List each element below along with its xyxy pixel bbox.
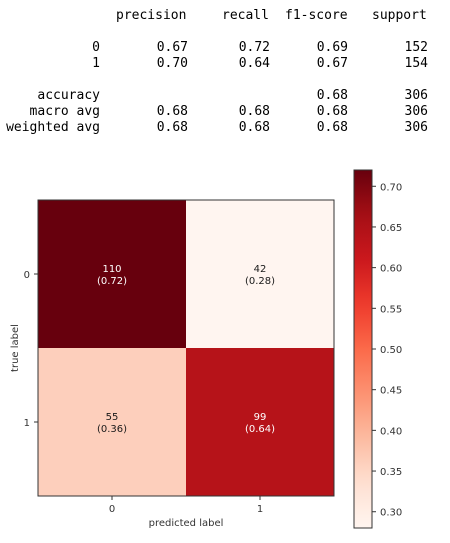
colorbar xyxy=(354,170,372,528)
colorbar-tick-label: 0.55 xyxy=(380,304,402,315)
x-tick-label: 0 xyxy=(109,504,115,515)
cell-count-label: 42 xyxy=(254,264,267,275)
x-axis-label: predicted label xyxy=(149,518,224,529)
cell-ratio-label: (0.28) xyxy=(245,276,275,287)
cell-ratio-label: (0.36) xyxy=(97,424,127,435)
colorbar-tick-label: 0.35 xyxy=(380,467,402,478)
colorbar-tick-label: 0.30 xyxy=(380,508,402,519)
cell-ratio-label: (0.72) xyxy=(97,276,127,287)
colorbar-tick-label: 0.50 xyxy=(380,345,402,356)
cell-ratio-label: (0.64) xyxy=(245,424,275,435)
x-tick-label: 1 xyxy=(257,504,263,515)
colorbar-tick-label: 0.40 xyxy=(380,426,402,437)
cell-count-label: 99 xyxy=(254,412,267,423)
y-tick-label: 0 xyxy=(24,270,30,281)
cell-count-label: 55 xyxy=(106,412,119,423)
colorbar-tick-label: 0.45 xyxy=(380,386,402,397)
colorbar-tick-label: 0.65 xyxy=(380,223,402,234)
y-tick-label: 1 xyxy=(24,418,30,429)
cell-count-label: 110 xyxy=(102,264,121,275)
colorbar-tick-label: 0.60 xyxy=(380,264,402,275)
y-axis-label: true label xyxy=(10,324,21,372)
colorbar-tick-label: 0.70 xyxy=(380,182,402,193)
